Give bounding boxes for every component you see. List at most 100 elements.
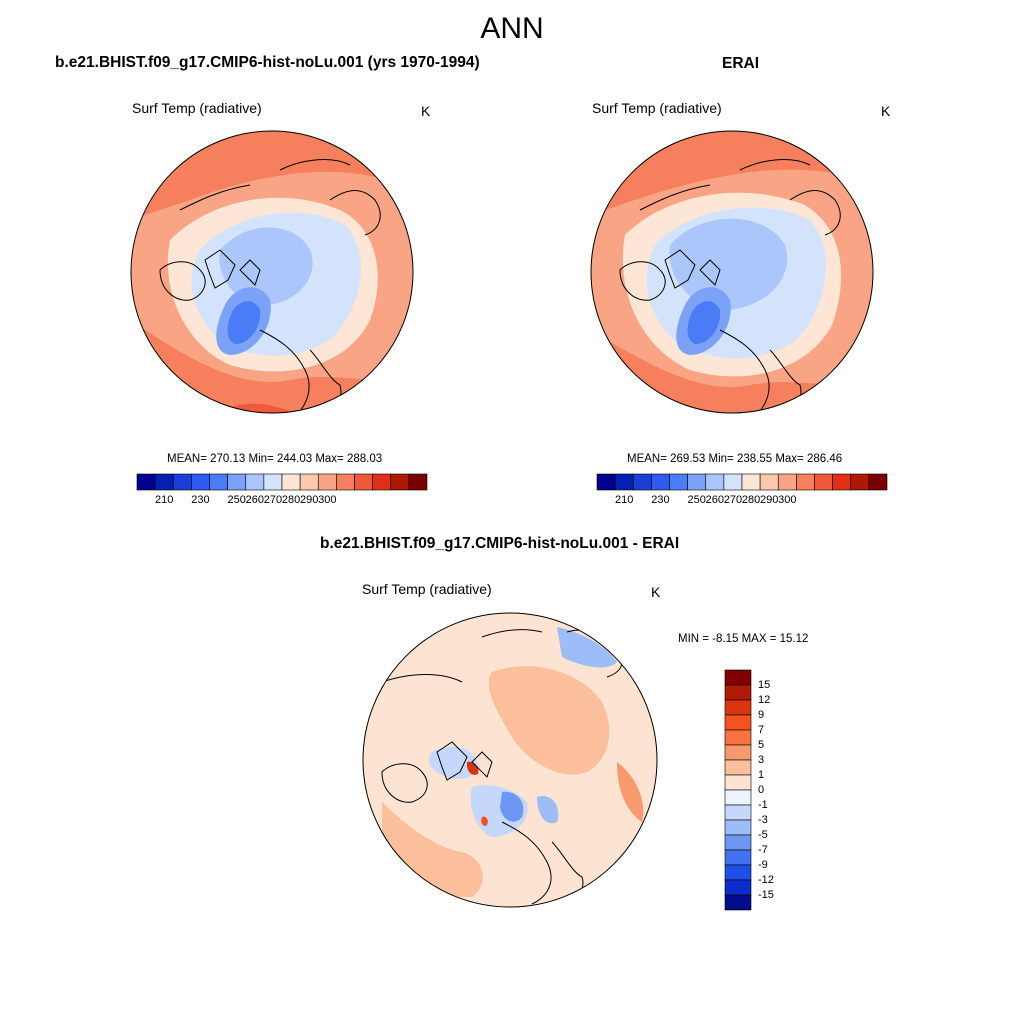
colorbar-swatch (850, 473, 870, 491)
colorbar-swatch (191, 473, 210, 491)
colorbar-swatch (724, 849, 752, 866)
greenland-ice-core (227, 301, 261, 345)
colorbar-tick-label: 210 (615, 494, 634, 506)
colorbar-swatch (724, 759, 752, 776)
colorbar-swatch (832, 473, 852, 491)
colorbar-swatch (209, 473, 228, 491)
warm-hotspot-2 (481, 816, 488, 826)
colorbar-tick-label: 230 (651, 494, 670, 506)
warm-bias-zone (488, 666, 610, 775)
colorbar-swatch (724, 729, 752, 746)
figure-title: ANN (480, 12, 544, 45)
obs-colorbar-labels: 210 230 250 260 270 280 290 300 (597, 494, 887, 508)
colorbar-tick-label: 15 (758, 679, 771, 691)
diff-panel-title: b.e21.BHIST.f09_g17.CMIP6-hist-noLu.001 … (320, 535, 680, 552)
colorbar-tick-label: -5 (758, 829, 768, 841)
colorbar-swatch (759, 473, 779, 491)
colorbar-swatch (632, 473, 652, 491)
colorbar-tick-label: 290 (300, 494, 319, 506)
model-stats: MEAN= 270.13 Min= 244.03 Max= 288.03 (167, 453, 383, 465)
colorbar-tick-label: 260 (245, 494, 264, 506)
colorbar-swatch (724, 864, 752, 881)
model-colorbar-labels: 210 230 250 260 270 280 290 300 (137, 494, 427, 508)
diff-colorbar (724, 669, 752, 911)
colorbar-tick-label: 7 (758, 724, 765, 736)
colorbar-swatch (281, 473, 301, 491)
colorbar-swatch (723, 473, 743, 491)
colorbar-swatch (390, 473, 410, 491)
barents-cold-bias (537, 796, 559, 824)
colorbar-tick-label: 300 (318, 494, 337, 506)
colorbar-tick-label: 1 (758, 769, 765, 781)
colorbar-tick-label: 290 (760, 494, 779, 506)
colorbar-swatch (724, 834, 752, 851)
model-variable-label: Surf Temp (radiative) (132, 100, 262, 116)
colorbar-swatch (227, 473, 247, 491)
diff-polar-map (362, 612, 658, 908)
near-zero-zone (363, 613, 657, 907)
map-border (362, 612, 658, 908)
greenland-ice-core (687, 301, 721, 345)
colorbar-tick-label: -1 (758, 799, 768, 811)
colorbar-swatch (724, 699, 752, 716)
central-arctic-zone (669, 218, 788, 311)
colorbar-swatch (814, 473, 833, 491)
colorbar-swatch (172, 473, 192, 491)
eurasia-warm-bias (617, 762, 644, 822)
colorbar-swatch (796, 473, 815, 491)
obs-panel-title: ERAI (722, 55, 760, 72)
colorbar-tick-label: -12 (758, 874, 774, 886)
colorbar-tick-label: 5 (758, 739, 765, 751)
colorbar-tick-label: 230 (191, 494, 210, 506)
colorbar-tick-label: 260 (705, 494, 724, 506)
colorbar-swatch (724, 714, 752, 731)
colorbar-swatch (336, 473, 355, 491)
colorbar-tick-label: 12 (758, 694, 771, 706)
obs-stats: MEAN= 269.53 Min= 238.55 Max= 286.46 (627, 453, 843, 465)
colorbar-tick-label: -7 (758, 844, 768, 856)
diff-stats: MIN = -8.15 MAX = 15.12 (678, 633, 809, 645)
colorbar-swatch (596, 473, 616, 491)
model-panel-title: b.e21.BHIST.f09_g17.CMIP6-hist-noLu.001 … (55, 54, 480, 71)
colorbar-swatch (372, 473, 392, 491)
colorbar-swatch (777, 473, 797, 491)
model-polar-map (130, 130, 414, 414)
colorbar-tick-label: 270 (263, 494, 283, 506)
colorbar-swatch (724, 894, 752, 911)
colorbar-tick-label: -3 (758, 814, 768, 826)
colorbar-swatch (245, 473, 265, 491)
colorbar-tick-label: 9 (758, 709, 765, 721)
pacific-warm-zone (131, 131, 413, 220)
colorbar-swatch (408, 473, 428, 491)
colorbar-tick-label: 270 (723, 494, 743, 506)
model-units-label: K (421, 103, 431, 119)
central-arctic-zone (219, 227, 313, 306)
colorbar-swatch (724, 744, 752, 761)
colorbar-tick-label: 210 (155, 494, 174, 506)
colorbar-tick-label: 280 (741, 494, 761, 506)
colorbar-swatch (724, 804, 752, 821)
colorbar-tick-label: 250 (687, 494, 706, 506)
diff-units-label: K (651, 584, 661, 600)
coastlines (619, 159, 841, 413)
colorbar-swatch (154, 473, 174, 491)
colorbar-tick-label: -9 (758, 859, 768, 871)
map-border (130, 130, 414, 414)
diff-colorbar-labels: 15 12 9 7 5 3 1 0 -1 -3 -5 -7 -9 -12 -15 (758, 670, 798, 910)
colorbar-tick-label: 0 (758, 784, 765, 796)
obs-units-label: K (881, 103, 891, 119)
colorbar-tick-label: 300 (778, 494, 797, 506)
colorbar-swatch (614, 473, 634, 491)
pacific-cold-bias (557, 627, 617, 668)
colorbar-swatch (724, 819, 752, 836)
colorbar-swatch (651, 473, 670, 491)
colorbar-swatch (299, 473, 319, 491)
greenland-deep-cold-bias (500, 791, 524, 822)
colorbar-tick-label: -15 (758, 889, 774, 901)
coastlines (159, 159, 381, 413)
colorbar-swatch (724, 789, 752, 806)
colorbar-swatch (724, 669, 752, 686)
colorbar-tick-label: 250 (227, 494, 246, 506)
colorbar-swatch (705, 473, 725, 491)
obs-variable-label: Surf Temp (radiative) (592, 100, 722, 116)
